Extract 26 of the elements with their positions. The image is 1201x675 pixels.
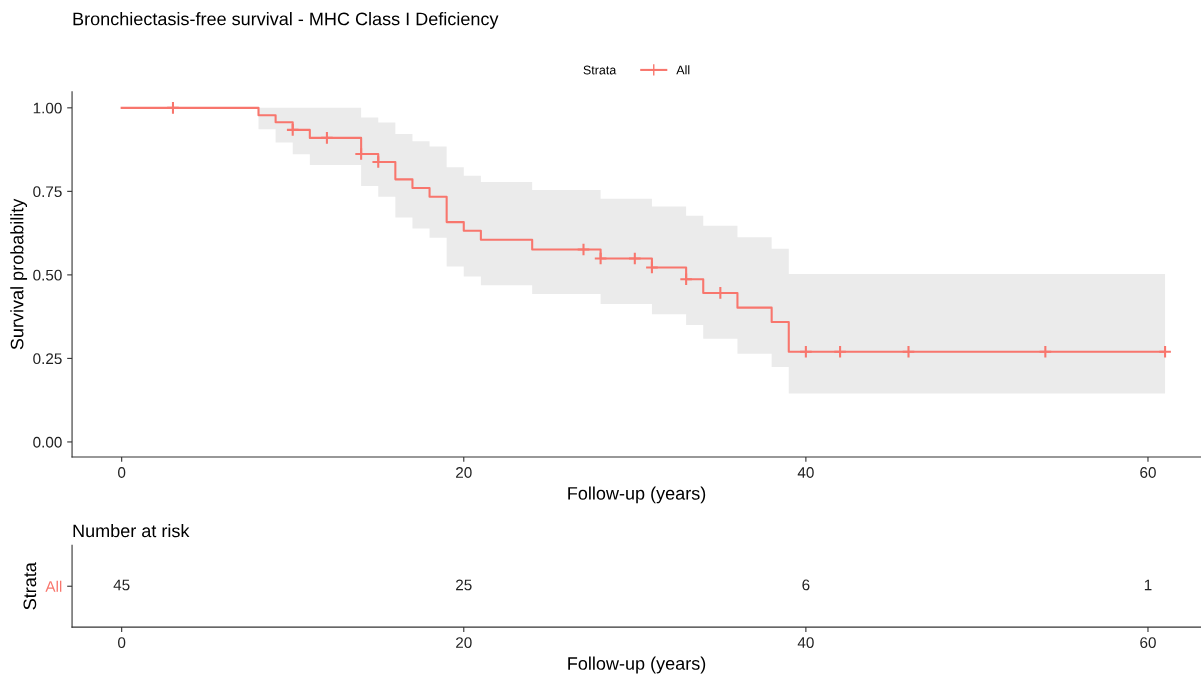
data-label: 6 — [802, 579, 810, 591]
y-tick-label: 1.00 — [33, 102, 62, 114]
data-label: 1 — [1144, 579, 1152, 591]
data-label: 45 — [113, 579, 130, 591]
y-tick-label: 0.50 — [33, 269, 62, 281]
x-tick-label: 60 — [1140, 637, 1156, 649]
y-tick-label: All — [45, 580, 62, 592]
x-tick-label: 20 — [456, 467, 472, 478]
x-tick-label: 0 — [118, 637, 126, 649]
x-tick-label: 40 — [797, 637, 814, 649]
chart-title: Number at risk — [73, 523, 190, 538]
chart-title: Bronchiectasis-free survival - MHC Class I Deficiency — [73, 12, 499, 29]
legend-label: All — [676, 65, 690, 75]
x-tick-label: 60 — [1140, 467, 1156, 478]
data-label: 25 — [456, 579, 472, 591]
y-axis-title: Strata — [23, 562, 37, 610]
y-tick-label: 0.75 — [33, 186, 62, 198]
x-tick-label: 20 — [456, 637, 472, 649]
x-tick-label: 40 — [797, 467, 814, 478]
x-axis-title: Follow-up (years) — [568, 486, 706, 504]
y-tick-label: 0.00 — [33, 436, 62, 448]
y-tick-label: 0.25 — [33, 353, 62, 365]
y-axis-title: Survival probability — [10, 198, 28, 350]
x-tick-label: 0 — [118, 467, 126, 478]
x-axis-title: Follow-up (years) — [568, 656, 706, 674]
legend-title: Strata — [583, 65, 617, 75]
